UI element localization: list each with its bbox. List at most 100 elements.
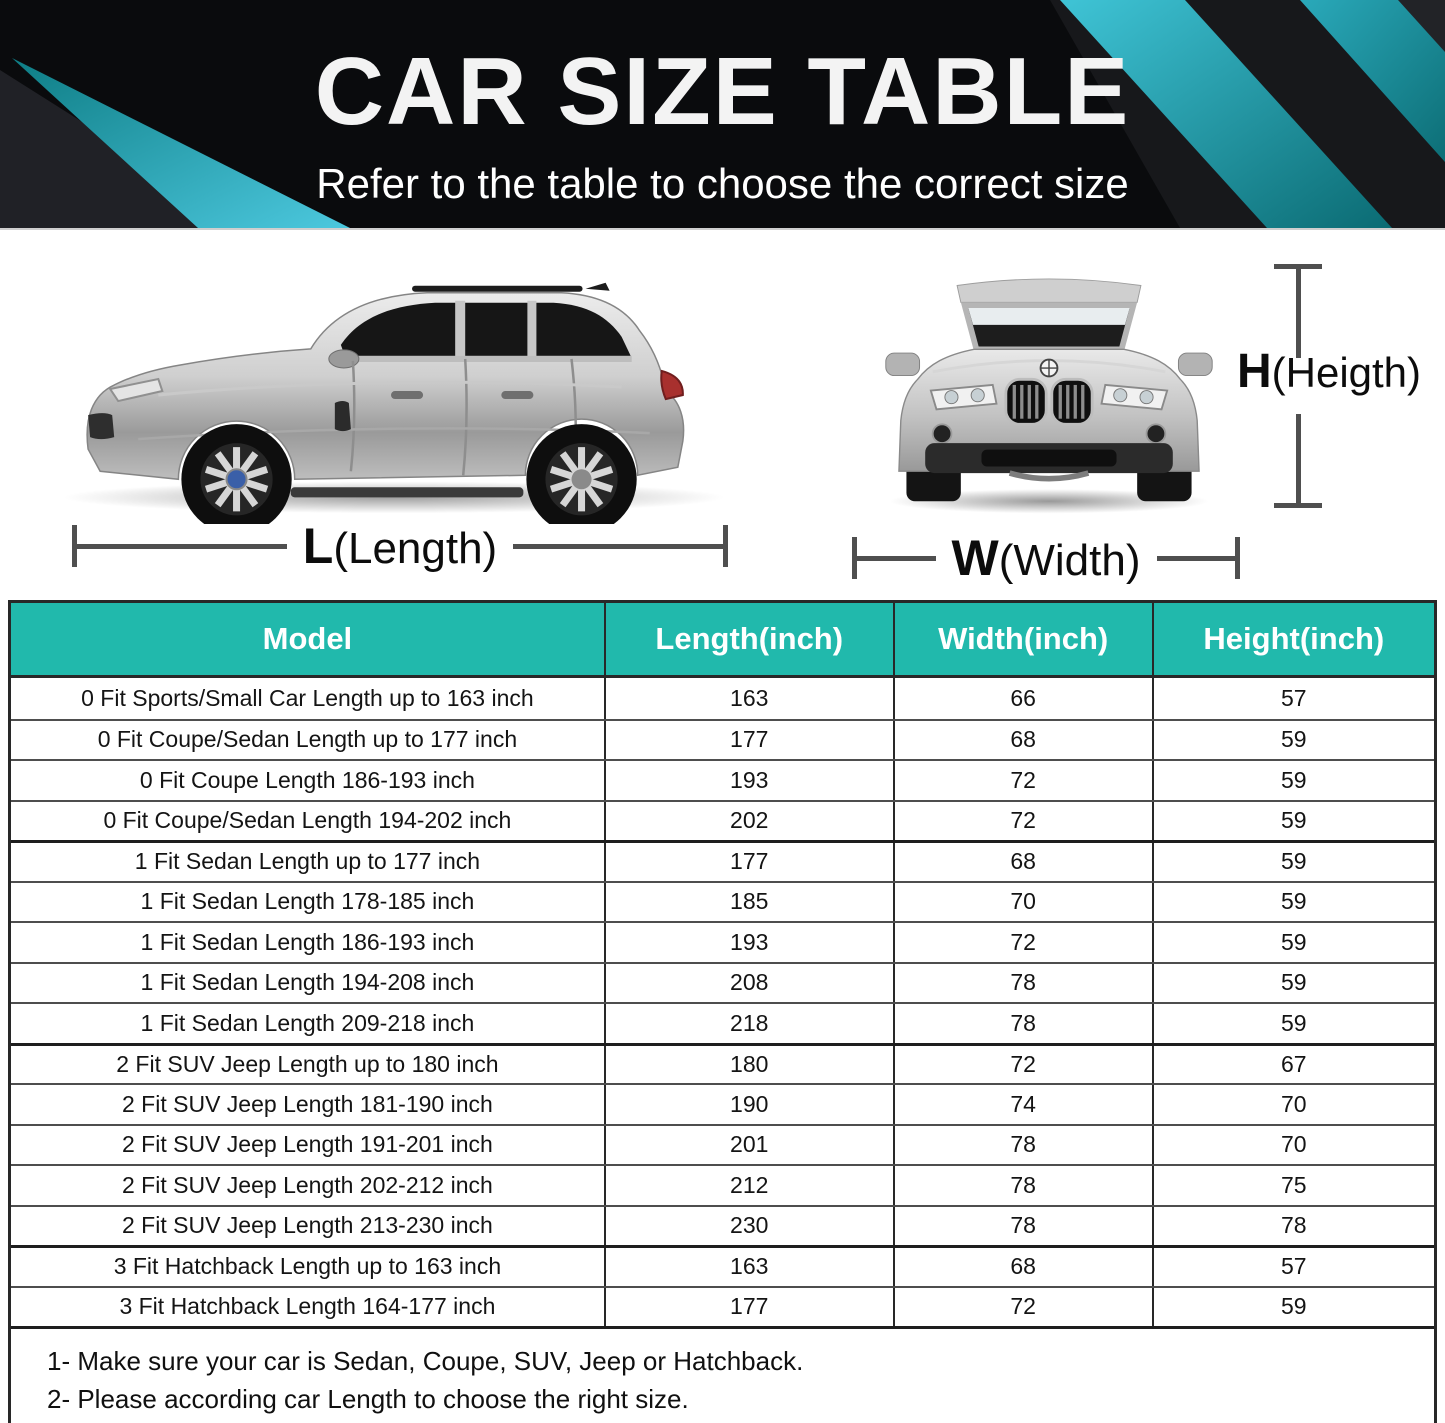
cell-length: 180 [606, 1045, 895, 1083]
cell-length: 177 [606, 843, 895, 881]
table-row: 2 Fit SUV Jeep Length 202-212 inch 212 78 7… [11, 1164, 1434, 1205]
table-row: 1 Fit Sedan Length 186-193 inch 193 72 59 [11, 921, 1434, 962]
cell-width: 68 [895, 720, 1154, 759]
cell-height: 59 [1281, 807, 1307, 834]
length-cap-right [723, 525, 728, 567]
cell-length: 185 [606, 882, 895, 921]
cell-model: 3 Fit Hatchback Length 164-177 inch [11, 1287, 606, 1326]
cell-length: 190 [606, 1085, 895, 1124]
length-label: L(Length) [302, 518, 498, 574]
cell-width: 68 [895, 1248, 1154, 1286]
cell-width: 72 [895, 801, 1154, 840]
table-header-row: Model Length(inch) Width(inch) Height(in… [11, 603, 1434, 678]
size-table: Model Length(inch) Width(inch) Height(in… [8, 600, 1437, 1423]
cell-model: 2 Fit SUV Jeep Length 181-190 inch [11, 1085, 606, 1124]
cell-width: 72 [895, 761, 1154, 800]
table-row: 2 Fit SUV Jeep Length 181-190 inch 190 74 7… [11, 1083, 1434, 1124]
suv-front-image [885, 278, 1213, 514]
table-row: 0 Fit Coupe Length 186-193 inch 193 72 59 [11, 759, 1434, 800]
note-line: 1- Make sure your car is Sedan, Coupe, S… [47, 1346, 804, 1376]
cell-height: 59 [1281, 1293, 1307, 1320]
cell-height: 70 [1281, 1090, 1307, 1117]
cell-height: 59 [1281, 726, 1307, 753]
table-row: 0 Fit Coupe/Sedan Length 194-202 inch 202… [11, 799, 1434, 840]
cell-length: 177 [606, 720, 895, 759]
cell-length: 202 [606, 801, 895, 840]
notes-section: 1- Make sure your car is Sedan, Coupe, S… [11, 1326, 1434, 1423]
cell-model: 2 Fit SUV Jeep Length 202-212 inch [11, 1166, 606, 1205]
cell-model: 0 Fit Sports/Small Car Length up to 163 … [11, 678, 606, 719]
table-row: 0 Fit Sports/Small Car Length up to 163 … [11, 678, 1434, 719]
cell-width: 66 [895, 678, 1154, 719]
column-header-width: Width(inch) [895, 603, 1154, 675]
width-label: W(Width) [951, 530, 1141, 586]
cell-height: 59 [1281, 766, 1307, 793]
cell-width: 78 [895, 1125, 1154, 1164]
cell-length: 193 [606, 923, 895, 962]
table-row: 2 Fit SUV Jeep Length 191-201 inch 201 78 7… [11, 1123, 1434, 1164]
page-title: CAR SIZE TABLE [314, 38, 1131, 145]
cell-height: 57 [1281, 1253, 1307, 1280]
cell-model: 0 Fit Coupe Length 186-193 inch [11, 761, 606, 800]
table-body: 0 Fit Sports/Small Car Length up to 163 … [11, 678, 1434, 1326]
cell-model: 2 Fit SUV Jeep Length 213-230 inch [11, 1206, 606, 1245]
cell-width: 74 [895, 1085, 1154, 1124]
width-cap-left [852, 537, 857, 579]
cell-width: 78 [895, 963, 1154, 1002]
table-row: 3 Fit Hatchback Length up to 163 inch 163… [11, 1245, 1434, 1286]
cell-height: 57 [1281, 684, 1307, 711]
cell-length: 163 [606, 1248, 895, 1286]
cell-width: 72 [895, 1045, 1154, 1083]
page-subtitle: Refer to the table to choose the correct… [316, 160, 1129, 207]
banner: CAR SIZE TABLE Refer to the table to cho… [0, 0, 1445, 230]
table-row: 2 Fit SUV Jeep Length 213-230 inch 230 78 7… [11, 1204, 1434, 1245]
height-cap-bottom [1274, 503, 1322, 508]
column-header-length: Length(inch) [606, 603, 895, 675]
width-dimension: W(Width) [852, 530, 1241, 586]
length-cap-left [72, 525, 77, 567]
cell-width: 72 [895, 1287, 1154, 1326]
cell-height: 70 [1281, 1131, 1307, 1158]
cell-height: 59 [1281, 848, 1307, 875]
length-dimension: L(Length) [72, 518, 728, 574]
cell-width: 72 [895, 923, 1154, 962]
cell-width: 68 [895, 843, 1154, 881]
cell-length: 177 [606, 1287, 895, 1326]
cell-model: 2 Fit SUV Jeep Length up to 180 inch [11, 1045, 606, 1083]
cell-length: 218 [606, 1004, 895, 1043]
cell-model: 2 Fit SUV Jeep Length 191-201 inch [11, 1125, 606, 1164]
cell-width: 70 [895, 882, 1154, 921]
cell-length: 193 [606, 761, 895, 800]
cell-model: 1 Fit Sedan Length 194-208 inch [11, 963, 606, 1002]
cell-length: 230 [606, 1206, 895, 1245]
cell-width: 78 [895, 1166, 1154, 1205]
cell-length: 163 [606, 678, 895, 719]
cell-model: 1 Fit Sedan Length 186-193 inch [11, 923, 606, 962]
table-row: 3 Fit Hatchback Length 164-177 inch 177 72… [11, 1285, 1434, 1326]
column-header-model: Model [11, 603, 606, 675]
table-row: 1 Fit Sedan Length 178-185 inch 185 70 59 [11, 880, 1434, 921]
note-line: 2- Please according car Length to choose… [47, 1384, 689, 1415]
cell-width: 78 [895, 1206, 1154, 1245]
table-row: 1 Fit Sedan Length 194-208 inch 208 78 59 [11, 961, 1434, 1002]
cell-model: 1 Fit Sedan Length 209-218 inch [11, 1004, 606, 1043]
column-header-height: Height(inch) [1203, 621, 1385, 656]
cell-height: 59 [1281, 888, 1307, 915]
suv-side-image [63, 282, 725, 524]
cell-model: 1 Fit Sedan Length up to 177 inch [11, 843, 606, 881]
cell-model: 0 Fit Coupe/Sedan Length 194-202 inch [11, 801, 606, 840]
cell-length: 208 [606, 963, 895, 1002]
cell-height: 59 [1281, 1009, 1307, 1036]
cell-height: 75 [1281, 1171, 1307, 1198]
cell-height: 59 [1281, 969, 1307, 996]
table-row: 0 Fit Coupe/Sedan Length up to 177 inch 1… [11, 718, 1434, 759]
table-row: 1 Fit Sedan Length 209-218 inch 218 78 59 [11, 1002, 1434, 1043]
height-dimension [1272, 264, 1324, 508]
cell-length: 201 [606, 1125, 895, 1164]
width-cap-right [1235, 537, 1241, 579]
cell-height: 67 [1281, 1050, 1307, 1077]
height-cap-top [1274, 264, 1322, 269]
cell-height: 59 [1281, 928, 1307, 955]
cell-model: 3 Fit Hatchback Length up to 163 inch [11, 1248, 606, 1286]
